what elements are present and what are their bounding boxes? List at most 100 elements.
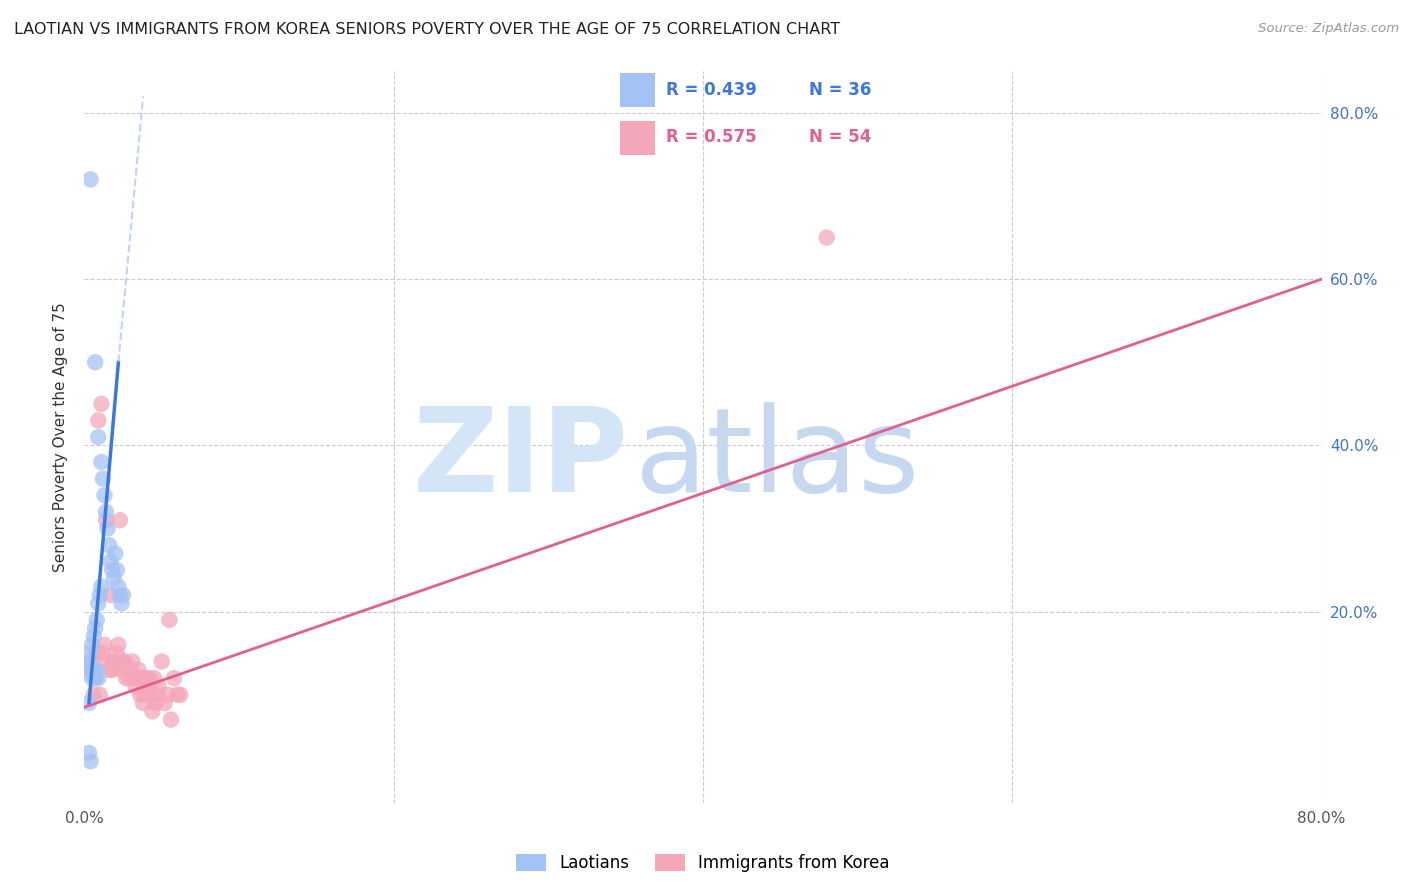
Bar [620,121,655,155]
Point [84,671,107,685]
Point [91,472,114,486]
Point [125,671,148,685]
Point [103,571,125,585]
Point [150,655,173,669]
Point [138,671,160,685]
Point [82,638,104,652]
Point [87,413,110,427]
Text: R = 0.575: R = 0.575 [666,128,756,146]
Point [77,655,100,669]
Text: Source: ZipAtlas.com: Source: ZipAtlas.com [1258,22,1399,36]
Point [86,646,108,660]
Point [100,555,122,569]
Point [114,655,136,669]
Point [98,538,121,552]
Point [94,513,117,527]
Point [101,663,124,677]
Point [83,663,105,677]
Point [77,746,100,760]
Point [115,671,138,685]
Point [84,671,107,685]
Text: LAOTIAN VS IMMIGRANTS FROM KOREA SENIORS POVERTY OVER THE AGE OF 75 CORRELATION : LAOTIAN VS IMMIGRANTS FROM KOREA SENIORS… [14,22,841,37]
Point [129,688,152,702]
Point [90,580,112,594]
Point [93,488,115,502]
Point [87,596,110,610]
Bar [620,73,655,106]
Point [93,638,115,652]
Text: atlas: atlas [636,401,921,516]
Point [94,505,117,519]
Point [169,688,191,702]
Point [79,663,101,677]
Point [159,613,181,627]
Point [132,696,155,710]
Point [121,655,143,669]
Point [134,688,156,702]
Point [122,671,145,685]
Point [135,671,157,685]
Point [117,663,139,677]
Point [131,671,153,685]
Point [160,713,183,727]
Point [87,671,110,685]
Point [84,621,107,635]
Point [112,588,135,602]
Point [136,680,159,694]
Point [128,663,150,677]
Point [83,630,105,644]
Text: N = 36: N = 36 [808,81,872,99]
Point [86,613,108,627]
Point [84,355,107,369]
Point [145,696,167,710]
Y-axis label: Seniors Poverty Over the Age of 75: Seniors Poverty Over the Age of 75 [53,302,69,572]
Point [79,646,101,660]
Point [118,671,141,685]
Point [82,671,104,685]
Point [79,172,101,186]
Point [107,638,129,652]
Point [143,671,166,685]
Point [156,688,179,702]
Legend: Laotians, Immigrants from Korea: Laotians, Immigrants from Korea [510,847,896,879]
Point [815,230,838,244]
Point [105,646,128,660]
Point [103,655,125,669]
Point [79,754,101,768]
Point [89,688,111,702]
Text: R = 0.439: R = 0.439 [666,81,758,99]
Point [87,430,110,444]
Point [104,546,127,560]
Point [146,688,169,702]
Point [166,688,188,702]
Point [163,671,186,685]
Point [82,655,104,669]
Point [90,397,112,411]
Text: N = 54: N = 54 [808,128,872,146]
Point [153,696,176,710]
Point [104,655,127,669]
Point [101,563,124,577]
Point [110,596,132,610]
Point [108,513,131,527]
Point [77,696,100,710]
Point [148,680,170,694]
Point [97,521,120,535]
Point [89,588,111,602]
Point [98,663,121,677]
Point [100,588,122,602]
Point [90,455,112,469]
Point [91,646,114,660]
Point [83,688,105,702]
Point [105,563,128,577]
Point [107,580,129,594]
Point [97,655,120,669]
Point [108,588,131,602]
Text: ZIP: ZIP [413,401,628,516]
Point [112,655,135,669]
Point [86,663,108,677]
Point [124,680,146,694]
Point [77,663,100,677]
Point [141,705,163,719]
Point [139,688,162,702]
